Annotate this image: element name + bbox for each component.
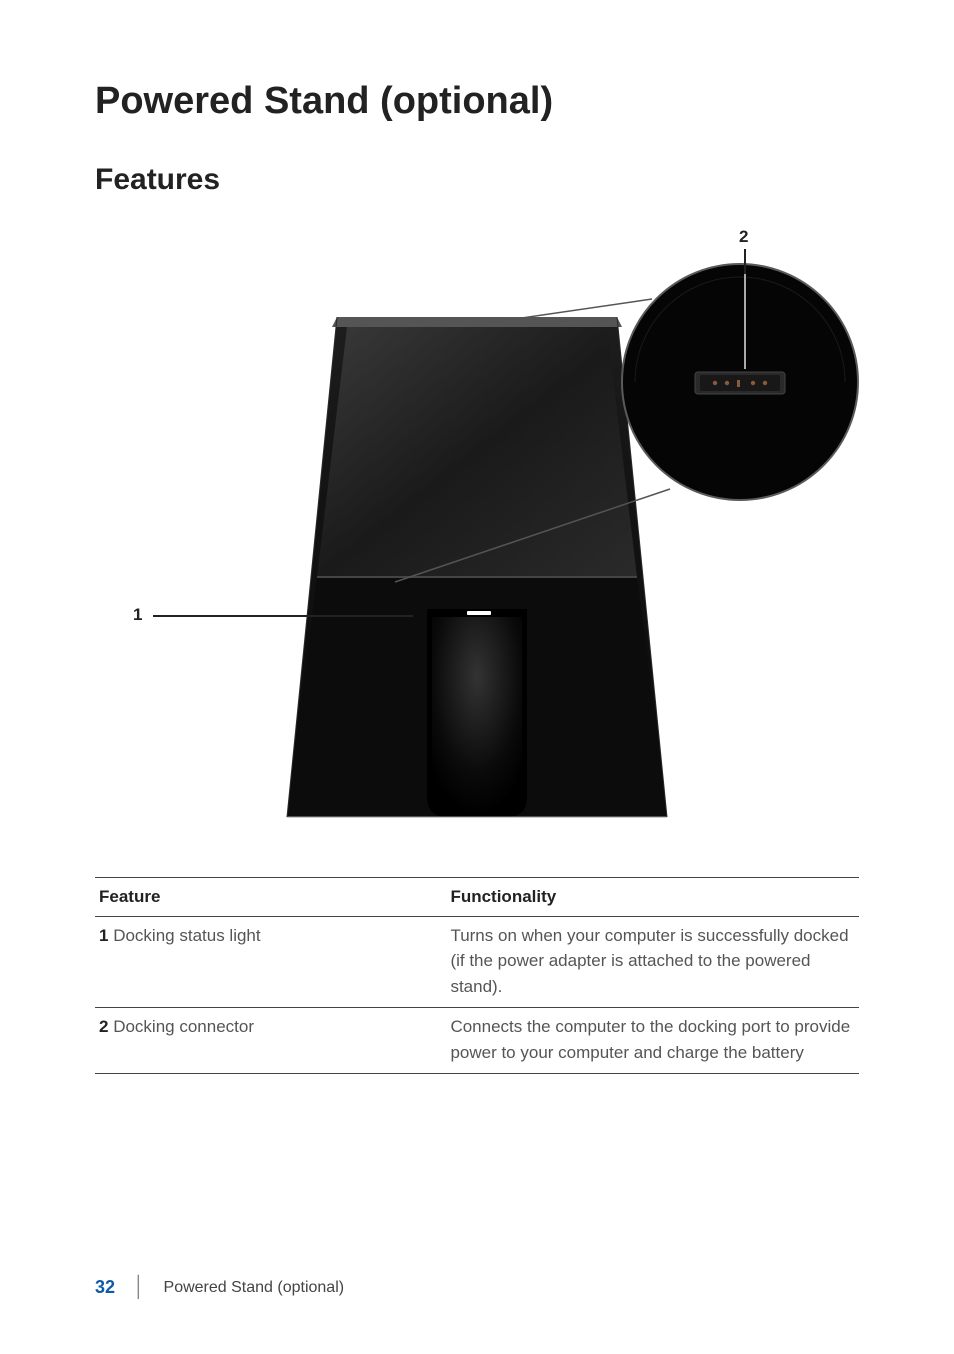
page-number: 32 — [95, 1277, 115, 1298]
col-functionality: Functionality — [446, 878, 859, 917]
callout-1-line — [153, 615, 413, 617]
feature-name: Docking connector — [113, 1017, 254, 1036]
table-header-row: Feature Functionality — [95, 878, 859, 917]
zoom-guides — [95, 227, 895, 847]
stand-figure: 2 1 — [95, 227, 859, 847]
functionality-cell: Connects the computer to the docking por… — [446, 1008, 859, 1074]
table-row: 2 Docking connector Connects the compute… — [95, 1008, 859, 1074]
footer-section: Powered Stand (optional) — [164, 1279, 345, 1297]
row-num: 1 — [99, 926, 108, 945]
page-title: Powered Stand (optional) — [95, 80, 859, 123]
feature-cell: 1 Docking status light — [95, 916, 446, 1008]
features-table: Feature Functionality 1 Docking status l… — [95, 877, 859, 1074]
functionality-cell: Turns on when your computer is successfu… — [446, 916, 859, 1008]
feature-cell: 2 Docking connector — [95, 1008, 446, 1074]
table-row: 1 Docking status light Turns on when you… — [95, 916, 859, 1008]
section-heading: Features — [95, 163, 859, 197]
row-num: 2 — [99, 1017, 108, 1036]
col-feature: Feature — [95, 878, 446, 917]
feature-name: Docking status light — [113, 926, 260, 945]
page-footer: 32 │ Powered Stand (optional) — [95, 1276, 344, 1299]
callout-1-label: 1 — [133, 605, 142, 625]
footer-separator: │ — [133, 1276, 146, 1299]
